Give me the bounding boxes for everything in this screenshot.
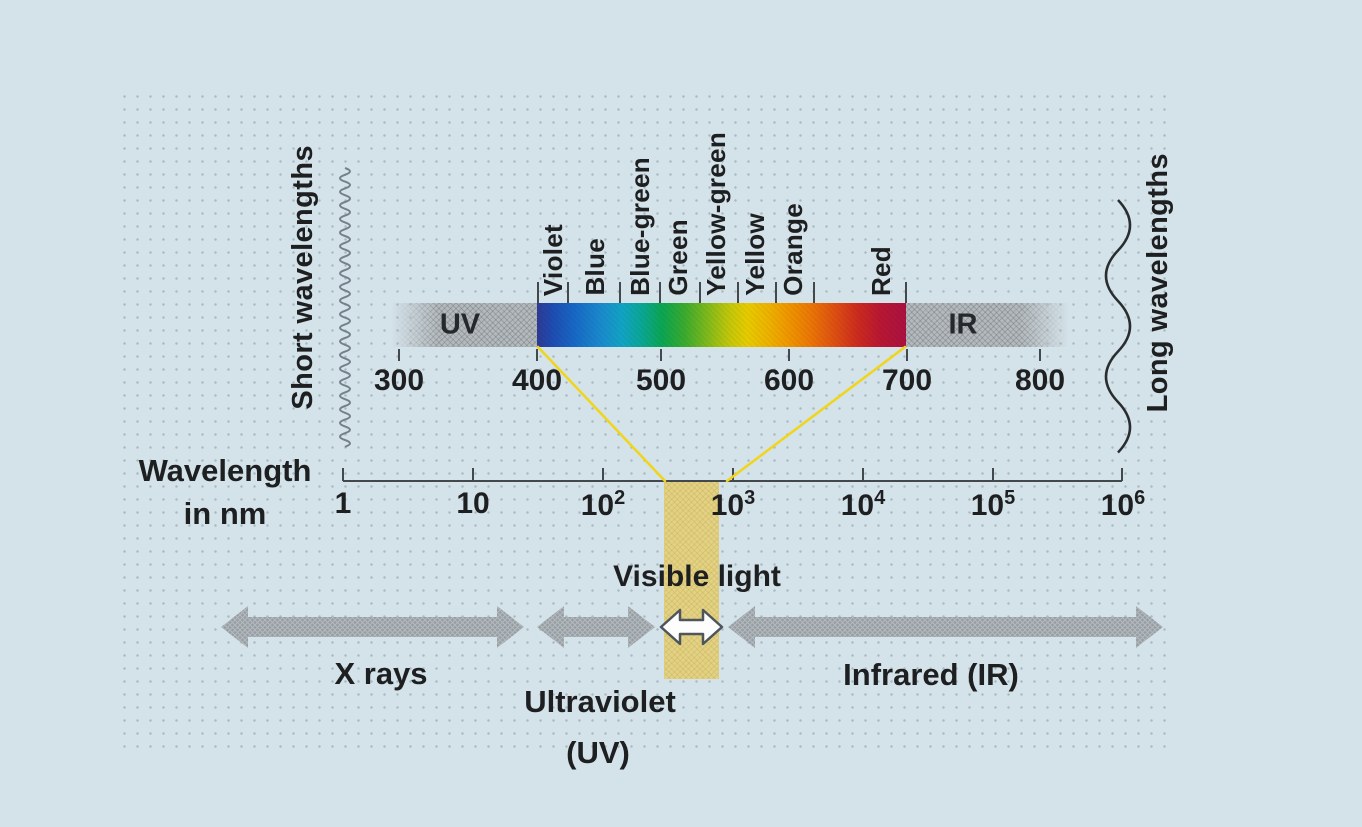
yellow-connector-right bbox=[725, 345, 907, 483]
visible-light-label: Visible light bbox=[613, 560, 781, 593]
nmlabel-item: 600 bbox=[763, 364, 815, 397]
short-wave-squiggle bbox=[339, 167, 351, 448]
axis-title-line2: in nm bbox=[183, 496, 267, 531]
ir-bar-label: IR bbox=[948, 308, 978, 341]
axis-title: Wavelength in nm bbox=[118, 449, 332, 535]
axis-title-line1: Wavelength bbox=[138, 453, 312, 488]
nmlabel-item: 800 bbox=[1014, 364, 1066, 397]
colorlabel-item: Blue bbox=[580, 238, 610, 296]
loglabel-item: 1 bbox=[334, 487, 352, 520]
nmlabel-item: 400 bbox=[511, 364, 563, 397]
uv-bar: UV bbox=[392, 303, 537, 347]
yellow-connector-left bbox=[536, 345, 667, 483]
colorlabel-item: Green bbox=[663, 219, 693, 296]
nmlabel-item: 700 bbox=[881, 364, 933, 397]
nmlabel-item: 500 bbox=[635, 364, 687, 397]
colorlabel-item: Yellow bbox=[740, 213, 770, 296]
long-wave-squiggle bbox=[1104, 199, 1132, 454]
x-rays-arrow bbox=[221, 606, 524, 648]
loglabel-item: 104 bbox=[840, 487, 886, 522]
nmlabel-item: 300 bbox=[373, 364, 425, 397]
colorlabel-item: Blue-green bbox=[625, 157, 655, 296]
ir-bar: IR bbox=[906, 303, 1070, 347]
ultraviolet-arrow bbox=[537, 606, 655, 648]
colorlabel-item: Yellow-green bbox=[701, 132, 731, 296]
colorlabel-item: Orange bbox=[778, 203, 808, 296]
ultraviolet-abbr-label: (UV) bbox=[566, 735, 630, 770]
loglabel-item: 106 bbox=[1100, 487, 1146, 522]
colorlabel-item: Red bbox=[866, 245, 896, 296]
long-wavelengths-label: Long wavelengths bbox=[1142, 152, 1174, 412]
ultraviolet-label: Ultraviolet bbox=[524, 684, 676, 719]
infrared-label: Infrared (IR) bbox=[843, 657, 1019, 692]
visible-spectrum-bar bbox=[537, 303, 906, 347]
loglabel-item: 105 bbox=[970, 487, 1016, 522]
halftone-dot-texture bbox=[118, 90, 1170, 748]
infrared-arrow bbox=[728, 606, 1163, 648]
short-wavelengths-label: Short wavelengths bbox=[287, 145, 319, 410]
uv-bar-label: UV bbox=[439, 308, 481, 341]
visible-light-band bbox=[664, 481, 719, 679]
visible-light-arrow bbox=[659, 608, 724, 646]
loglabel-item: 103 bbox=[710, 487, 756, 522]
colorlabel-item: Violet bbox=[538, 223, 568, 296]
loglabel-item: 10 bbox=[456, 487, 490, 520]
x-rays-label: X rays bbox=[334, 656, 428, 691]
loglabel-item: 102 bbox=[580, 487, 626, 522]
